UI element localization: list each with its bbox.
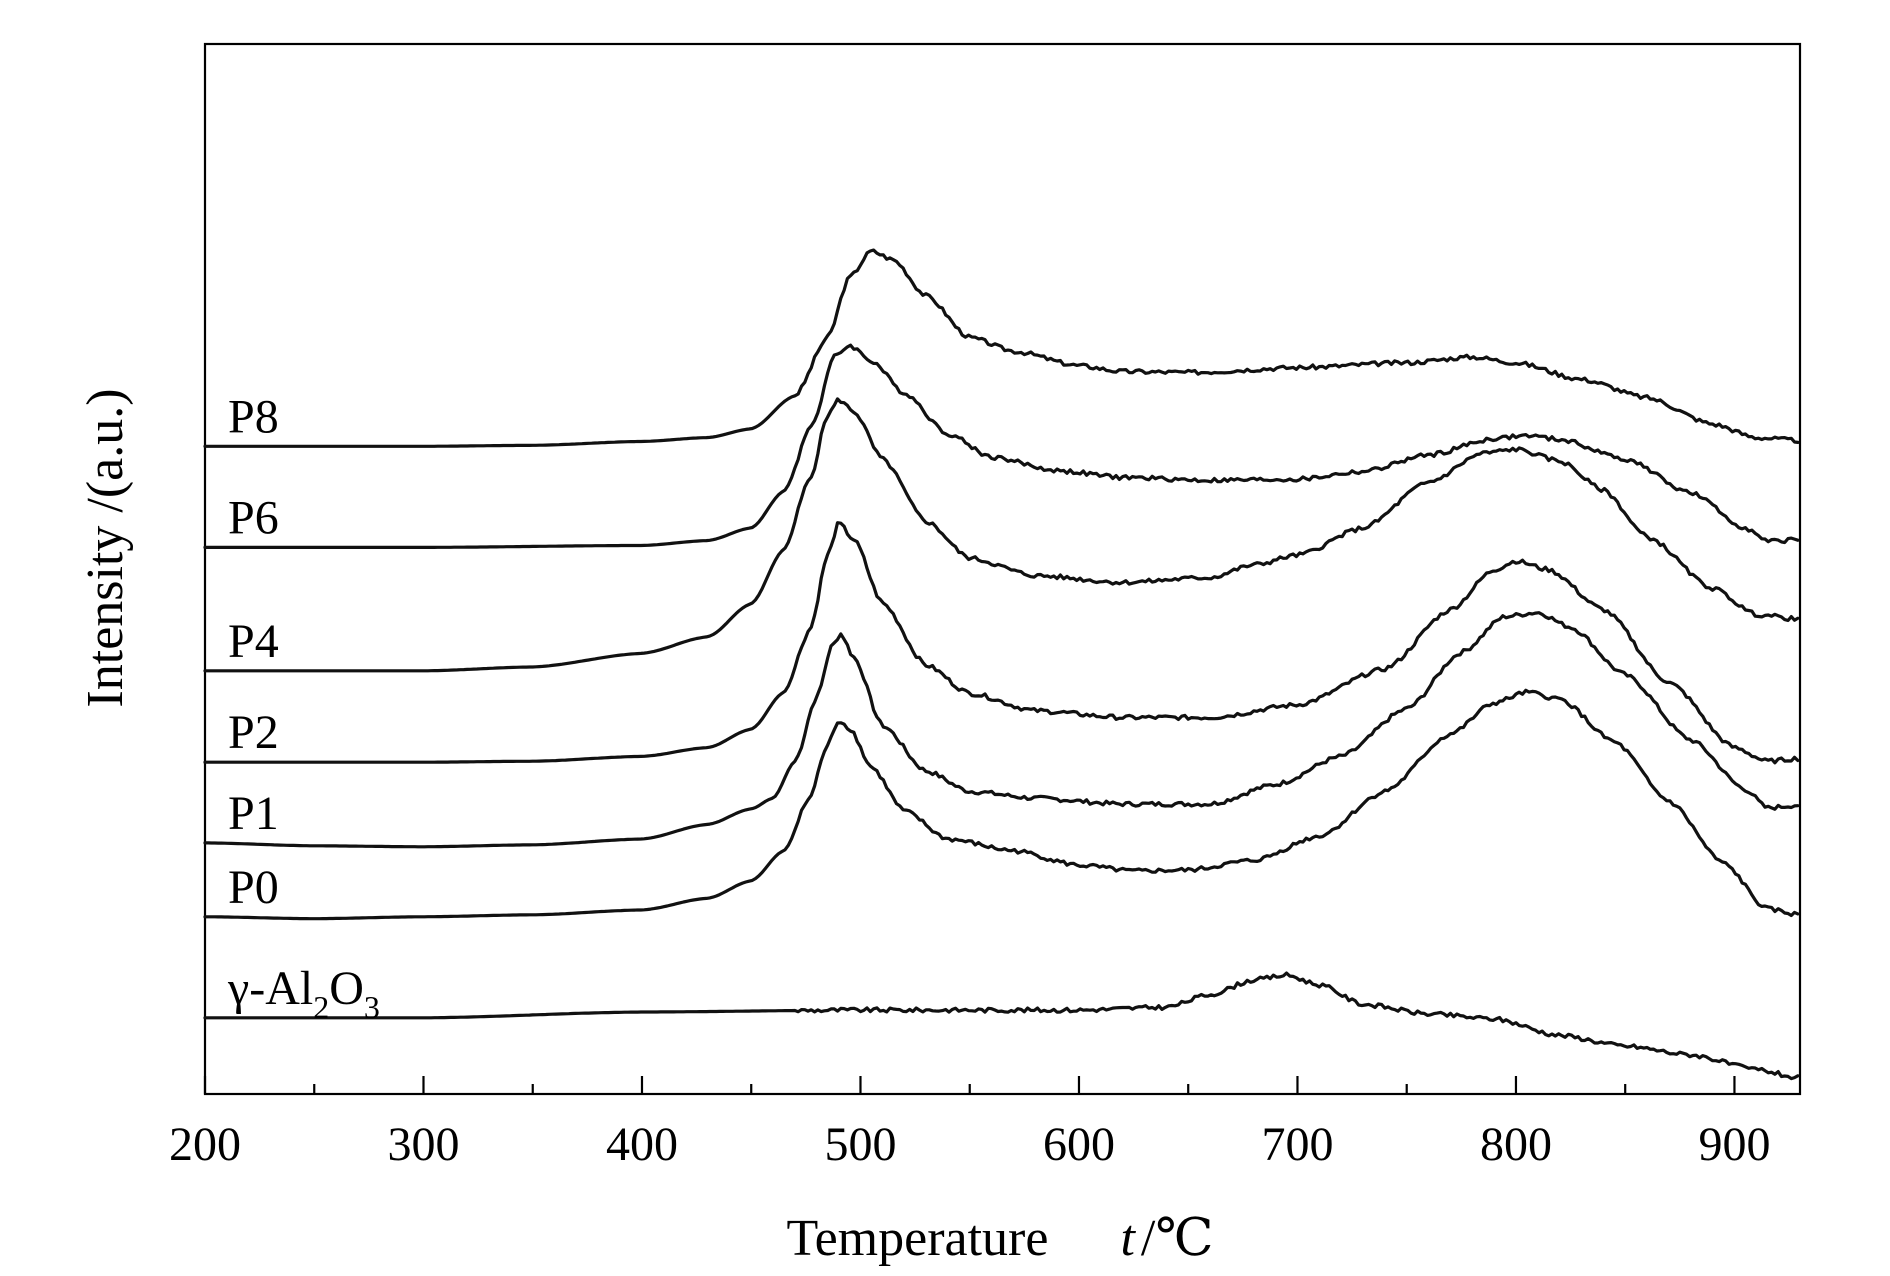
x-axis-ticks	[203, 1076, 1736, 1094]
x-tick-label: 500	[824, 1118, 896, 1171]
series-label-text: P4	[228, 615, 279, 668]
series-label-text: P8	[228, 390, 279, 443]
series-label-subscript: 2	[313, 989, 329, 1025]
x-tick-label: 200	[169, 1118, 241, 1171]
series-curves	[203, 248, 1800, 1081]
series-label-text: P1	[228, 787, 279, 840]
series-label: P0	[228, 861, 279, 914]
x-tick-label: 300	[387, 1118, 459, 1171]
series-label: P1	[228, 787, 279, 840]
series-labels: P8 P6 P4 P2 P1 P0 γ-Al2O3	[227, 390, 380, 1025]
x-tick-label: 400	[606, 1118, 678, 1171]
series-line-p4	[203, 397, 1800, 673]
x-axis-label-symbol: t	[1120, 1210, 1136, 1267]
x-tick-label: 800	[1480, 1118, 1552, 1171]
series-label-subscript: 3	[364, 989, 380, 1025]
plot-frame	[203, 42, 1802, 1096]
series-label-text: γ-Al	[227, 962, 313, 1015]
x-axis-label: Temperature t/℃	[786, 1210, 1213, 1267]
series-line-p2	[203, 521, 1800, 765]
x-axis-label-unit: /℃	[1141, 1210, 1214, 1267]
y-axis-label: Intensity /(a.u.)	[77, 388, 134, 707]
series-label: P6	[228, 491, 279, 544]
x-tick-label: 700	[1261, 1118, 1333, 1171]
series-label-text: P6	[228, 491, 279, 544]
series-line-p6	[203, 343, 1800, 549]
x-axis-label-text: Temperature	[786, 1210, 1048, 1267]
series-line-p0	[203, 688, 1800, 921]
series-label: P4	[228, 615, 279, 668]
series-label: γ-Al2O3	[227, 962, 380, 1025]
series-label-text: O	[329, 962, 364, 1015]
series-line--al2o3	[203, 971, 1800, 1081]
series-label: P2	[228, 706, 279, 759]
x-tick-label: 900	[1698, 1118, 1770, 1171]
series-line-p8	[203, 248, 1800, 448]
series-line-p1	[203, 611, 1800, 849]
series-label-text: P0	[228, 861, 279, 914]
series-label: P8	[228, 390, 279, 443]
x-axis-tick-labels: 200 300 400 500 600 700 800 900	[169, 1118, 1770, 1171]
x-tick-label: 600	[1043, 1118, 1115, 1171]
series-label-text: P2	[228, 706, 279, 759]
